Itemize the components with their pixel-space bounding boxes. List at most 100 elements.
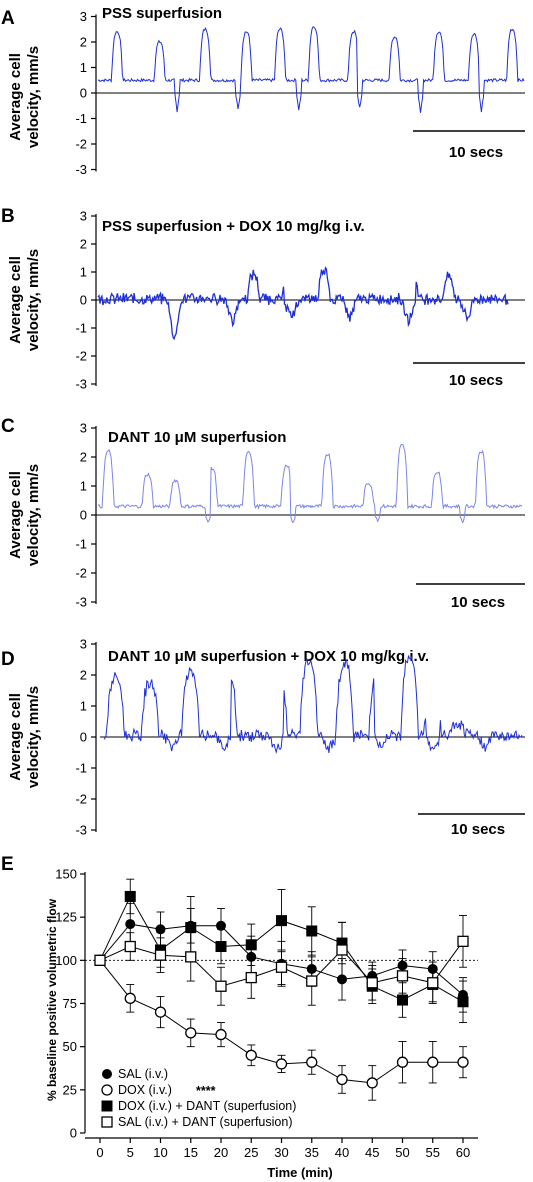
velocity-trace <box>97 266 509 341</box>
y-tick-label: 2 <box>80 668 87 683</box>
y-tick-label: 1 <box>80 699 87 714</box>
y-axis-label: % baseline positive volumetric flow <box>45 898 59 1101</box>
data-point <box>427 977 439 989</box>
data-point <box>215 980 227 992</box>
y-tick-label: 25 <box>63 1082 77 1097</box>
series-sal-i-v-dant-superfusion <box>94 914 469 1006</box>
x-axis-label: Time (min) <box>267 1165 333 1180</box>
x-tick-label: 55 <box>426 1145 440 1160</box>
x-tick-label: 35 <box>305 1145 319 1160</box>
y-tick-label: 50 <box>63 1039 77 1054</box>
y-tick-label: 3 <box>80 421 87 436</box>
velocity-trace <box>103 655 523 755</box>
y-tick-label: -3 <box>75 595 87 610</box>
y-label-line1: Average cell <box>7 53 24 141</box>
y-tick-label: 150 <box>55 867 77 882</box>
data-point <box>366 977 378 989</box>
data-point <box>427 1056 439 1068</box>
panel-title: DANT 10 μM superfusion + DOX 10 mg/kg i.… <box>108 648 429 665</box>
x-tick-label: 5 <box>127 1145 134 1160</box>
y-axis-label: Average cell velocity, mm/s <box>7 46 42 148</box>
data-point <box>102 1069 112 1079</box>
data-point <box>215 1028 227 1041</box>
data-point <box>457 1056 469 1068</box>
plot-area <box>85 878 478 1101</box>
data-point <box>245 971 257 984</box>
y-label-line2: velocity, mm/s <box>25 46 42 148</box>
legend-label: SAL (i.v.) + DANT (superfusion) <box>118 1115 292 1129</box>
y-tick-label: 2 <box>80 237 87 252</box>
panel-label: A <box>1 8 15 29</box>
data-point <box>154 1006 167 1018</box>
y-axis-label: Average cell velocity, mm/s <box>7 686 42 788</box>
y-tick-label: -1 <box>75 537 87 552</box>
panel-title: PSS superfusion <box>102 5 222 22</box>
panel-label: D <box>1 649 15 670</box>
y-label-line2: velocity, mm/s <box>25 249 42 351</box>
panel-label: C <box>1 416 15 437</box>
data-point <box>185 922 197 934</box>
y-tick-label: -2 <box>75 566 87 581</box>
data-point <box>457 996 469 1008</box>
data-point <box>336 1073 348 1086</box>
panel-e: E % baseline positive volumetric flow 15… <box>1 854 478 1180</box>
data-point <box>275 1058 288 1070</box>
panel-d: D DANT 10 μM superfusion + DOX 10 mg/kg … <box>1 637 525 838</box>
y-label-line1: Average cell <box>7 471 24 559</box>
y-tick-label: -2 <box>75 349 87 364</box>
y-tick-label: -2 <box>75 137 87 152</box>
y-tick-label: -1 <box>75 321 87 336</box>
y-axis-label: Average cell velocity, mm/s <box>7 464 42 566</box>
y-tick-label: 1 <box>80 265 87 280</box>
legend: SAL (i.v.) DOX (i.v.) ****DOX (i.v.) + DAN… <box>101 1067 296 1129</box>
y-tick-label: 2 <box>80 450 87 465</box>
y-tick-label: 1 <box>80 60 87 75</box>
panel-c: C DANT 10 μM superfusion 3 2 1 0 -1 -2 -3 Aver… <box>1 416 525 611</box>
x-tick-label: 30 <box>274 1145 288 1160</box>
data-point <box>245 939 257 951</box>
panel-title: PSS superfusion + DOX 10 mg/kg i.v. <box>102 218 365 235</box>
legend-label: SAL (i.v.) <box>118 1067 168 1081</box>
y-label-line1: Average cell <box>7 256 24 344</box>
y-tick-label: 3 <box>80 9 87 24</box>
panel-label: B <box>1 206 15 227</box>
y-tick-label: 75 <box>63 996 77 1011</box>
series-dox-i-v <box>94 954 469 1101</box>
y-tick-label: 0 <box>80 508 87 523</box>
y-tick-label: 125 <box>55 910 77 925</box>
scale-bar-label: 10 secs <box>449 372 503 389</box>
y-tick-label: -3 <box>75 377 87 392</box>
data-point <box>185 1027 197 1039</box>
axes: 150 125 100 75 50 25 0 0 5 10 15 20 25 30 35 40 45 50 55 60 <box>55 867 478 1160</box>
data-point <box>276 915 287 927</box>
y-axis: 3 2 1 0 -1 -2 -3 <box>75 209 97 392</box>
data-point <box>306 975 318 987</box>
x-tick-label: 15 <box>184 1145 198 1160</box>
data-point <box>185 951 197 963</box>
y-tick-label: -3 <box>75 823 87 838</box>
y-tick-label: 1 <box>80 479 87 494</box>
scale-bar-label: 10 secs <box>449 144 503 161</box>
y-axis: 3 2 1 0 -1 -2 -3 <box>75 421 97 610</box>
panel-label: E <box>1 854 14 875</box>
y-axis: 3 2 1 0 -1 -2 -3 <box>75 9 97 177</box>
y-tick-label: -2 <box>75 792 87 807</box>
data-point <box>396 970 409 982</box>
velocity-trace <box>97 26 525 113</box>
data-point <box>101 1084 113 1096</box>
significance-label: **** <box>196 1084 216 1098</box>
data-point <box>275 961 288 973</box>
data-point <box>306 925 318 937</box>
x-tick-label: 25 <box>244 1145 258 1160</box>
data-point <box>397 994 408 1006</box>
y-tick-label: 0 <box>70 1126 77 1141</box>
data-point <box>124 940 136 953</box>
y-tick-label: 0 <box>80 86 87 101</box>
data-point <box>124 992 136 1004</box>
y-tick-label: -1 <box>75 111 87 126</box>
data-point <box>336 944 348 956</box>
velocity-trace <box>97 443 523 524</box>
x-tick-label: 20 <box>214 1145 228 1160</box>
data-point <box>125 919 136 930</box>
